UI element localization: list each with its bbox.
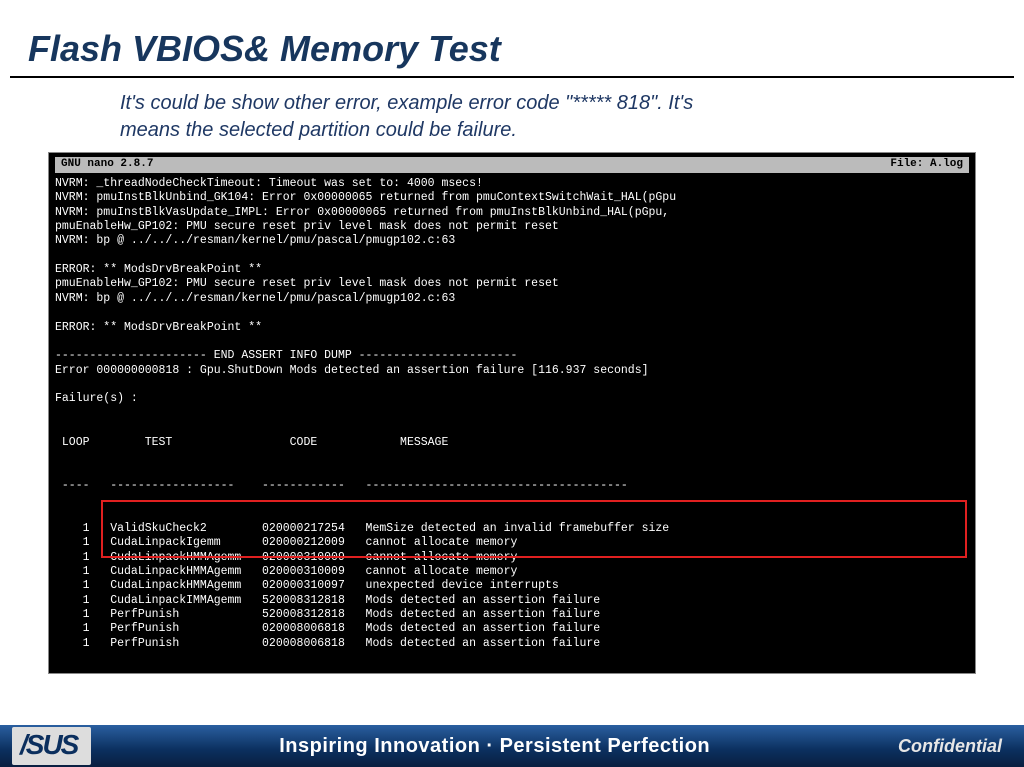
slide-title: Flash VBIOS& Memory Test (0, 0, 1024, 76)
nano-filename: File: A.log (890, 158, 963, 172)
table-row: 1 CudaLinpackHMMAgemm 020000310009 canno… (55, 565, 969, 579)
terminal-line (55, 249, 969, 263)
table-row: 1 ValidSkuCheck2 020000217254 MemSize de… (55, 522, 969, 536)
title-underline (10, 76, 1014, 78)
table-header: LOOP TEST CODE MESSAGE (55, 436, 969, 450)
terminal-log-lines: NVRM: _threadNodeCheckTimeout: Timeout w… (55, 177, 969, 407)
table-row: 1 CudaLinpackIMMAgemm 520008312818 Mods … (55, 594, 969, 608)
table-rows: 1 ValidSkuCheck2 020000217254 MemSize de… (55, 522, 969, 651)
nano-header-bar: GNU nano 2.8.7 File: A.log (55, 157, 969, 173)
table-row: 1 PerfPunish 020008006818 Mods detected … (55, 622, 969, 636)
terminal-line: pmuEnableHw_GP102: PMU secure reset priv… (55, 220, 969, 234)
footer-tagline: Inspiring Innovation · Persistent Perfec… (91, 735, 898, 758)
asus-logo: /SUS (12, 727, 91, 765)
table-divider: ---- ------------------ ------------ ---… (55, 479, 969, 493)
terminal-line: Error 000000000818 : Gpu.ShutDown Mods d… (55, 364, 969, 378)
nano-version: GNU nano 2.8.7 (61, 158, 153, 172)
terminal-screenshot: GNU nano 2.8.7 File: A.log NVRM: _thread… (48, 152, 976, 674)
failures-table: LOOP TEST CODE MESSAGE ---- ------------… (55, 407, 969, 674)
terminal-line: Failure(s) : (55, 392, 969, 406)
terminal-line (55, 306, 969, 320)
footer-bar: /SUS Inspiring Innovation · Persistent P… (0, 725, 1024, 767)
table-row: 1 PerfPunish 020008006818 Mods detected … (55, 637, 969, 651)
body-line-2: means the selected partition could be fa… (120, 119, 517, 141)
body-line-1: It's could be show other error, example … (120, 92, 693, 114)
table-row: 1 CudaLinpackHMMAgemm 020000310097 unexp… (55, 579, 969, 593)
confidential-label: Confidential (898, 736, 1002, 757)
table-row: 1 PerfPunish 520008312818 Mods detected … (55, 608, 969, 622)
terminal-line (55, 335, 969, 349)
terminal-line (55, 378, 969, 392)
terminal-line: ERROR: ** ModsDrvBreakPoint ** (55, 263, 969, 277)
table-row: 1 CudaLinpackHMMAgemm 020000310009 canno… (55, 551, 969, 565)
terminal-line: ERROR: ** ModsDrvBreakPoint ** (55, 321, 969, 335)
terminal-line: pmuEnableHw_GP102: PMU secure reset priv… (55, 277, 969, 291)
terminal-line: NVRM: pmuInstBlkUnbind_GK104: Error 0x00… (55, 191, 969, 205)
terminal-line: NVRM: pmuInstBlkVasUpdate_IMPL: Error 0x… (55, 206, 969, 220)
table-row: 1 CudaLinpackIgemm 020000212009 cannot a… (55, 536, 969, 550)
terminal-line: NVRM: bp @ ../../../resman/kernel/pmu/pa… (55, 234, 969, 248)
terminal-line: NVRM: _threadNodeCheckTimeout: Timeout w… (55, 177, 969, 191)
body-text: It's could be show other error, example … (0, 90, 1024, 144)
terminal-line: ---------------------- END ASSERT INFO D… (55, 349, 969, 363)
terminal-line: NVRM: bp @ ../../../resman/kernel/pmu/pa… (55, 292, 969, 306)
